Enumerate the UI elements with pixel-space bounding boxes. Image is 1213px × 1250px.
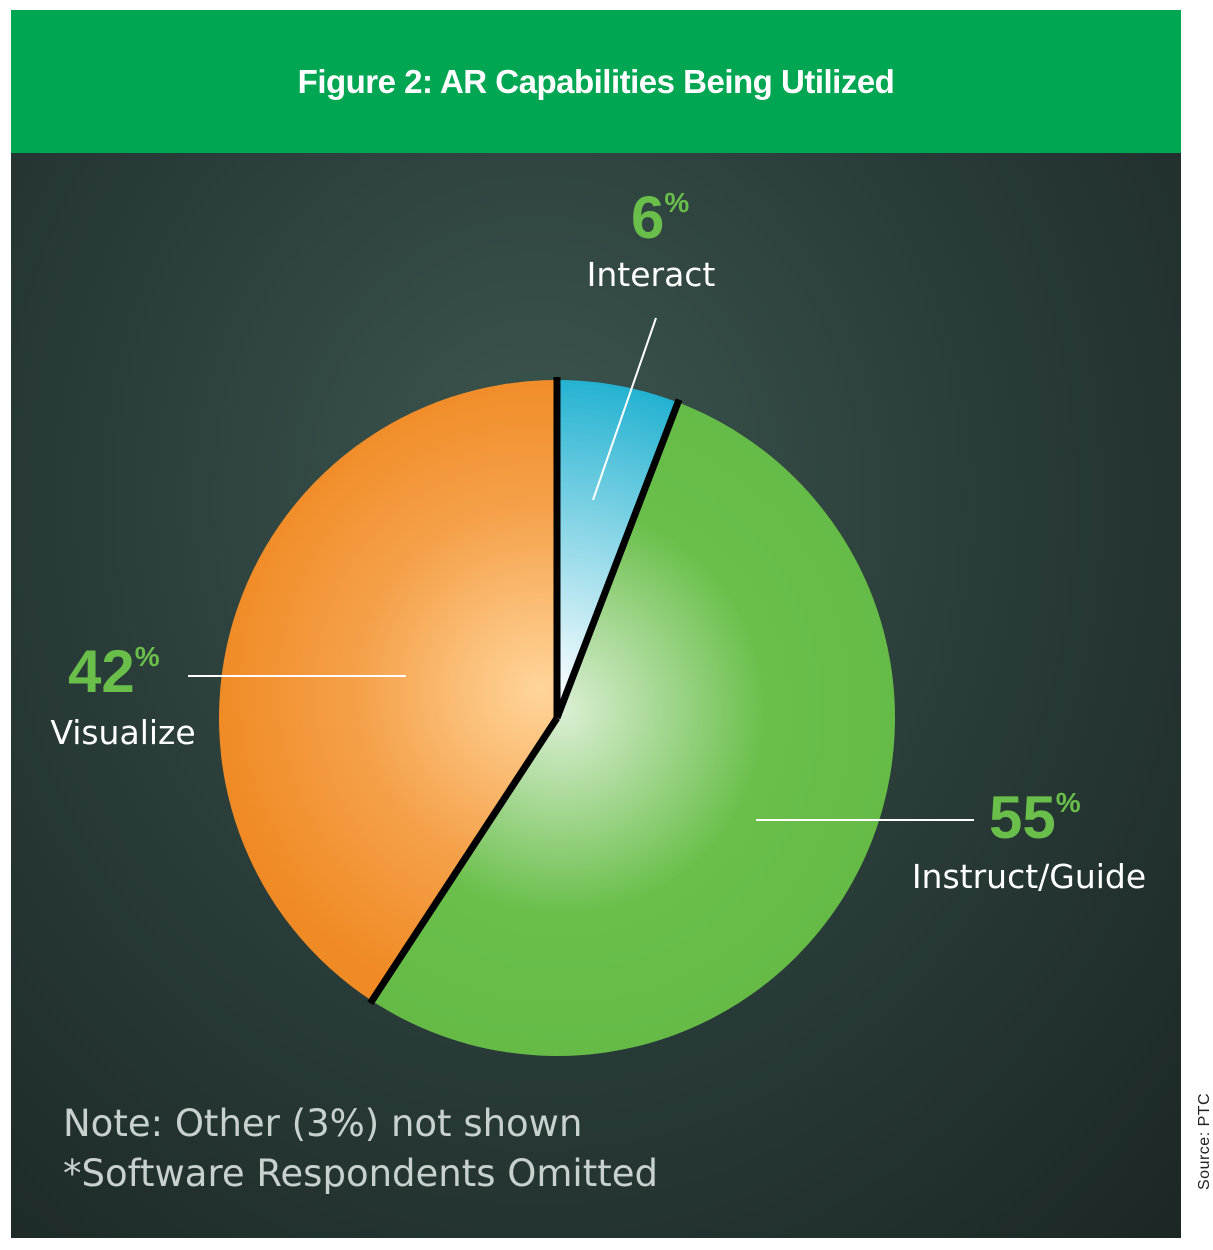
leader-line: [592, 317, 657, 501]
note-other: Note: Other (3%) not shown: [63, 1102, 583, 1145]
pie-slice-instruct-guide: [371, 402, 896, 1056]
pie-value-label: 6%: [631, 184, 689, 251]
pie-value-label: 42%: [68, 638, 160, 705]
pie-chart: 6% Interact 55% Instruct/Guide 42% Visualize: [50, 184, 1146, 1056]
slice-divider: [367, 716, 560, 1006]
pie-category-label: Visualize: [50, 713, 195, 752]
slice-divider: [553, 398, 683, 720]
source-credit: Source: PTC: [1196, 1092, 1213, 1190]
chart-panel: Figure 2: AR Capabilities Being Utilized…: [11, 10, 1181, 1238]
pie-category-label: Instruct/Guide: [912, 857, 1146, 896]
note-software: *Software Respondents Omitted: [63, 1152, 658, 1195]
pie-value-label: 55%: [989, 784, 1081, 851]
chart-title: Figure 2: AR Capabilities Being Utilized: [297, 62, 895, 100]
pie-category-label: Interact: [587, 255, 716, 294]
header-banner: Figure 2: AR Capabilities Being Utilized: [11, 10, 1181, 153]
